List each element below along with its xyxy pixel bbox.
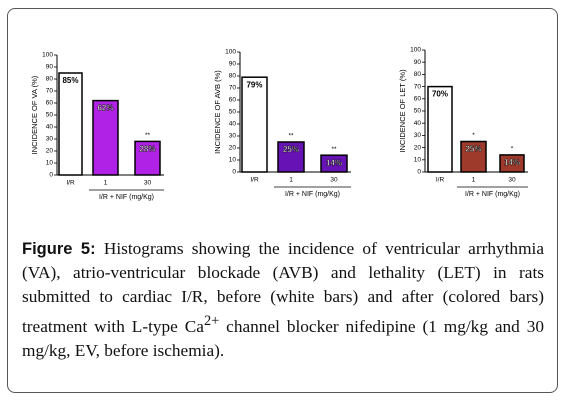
caption-text: Histograms showing the incidence of vent… (22, 239, 544, 336)
x-tick-label: 30 (144, 180, 152, 187)
bar (58, 72, 83, 176)
significance-mark: * (511, 146, 514, 153)
y-tick-label: 100 (225, 49, 236, 56)
value-label: 25% (283, 145, 299, 154)
bar (277, 141, 305, 173)
bar (134, 140, 161, 176)
group-label: I/R + NIF (mg/Kg) (285, 191, 340, 198)
y-tick-label: 90 (46, 64, 54, 71)
group-label: I/R + NIF (mg/Kg) (465, 191, 520, 198)
value-label: 28% (139, 145, 155, 154)
y-tick-label: 40 (46, 124, 54, 131)
caption: Figure 5: Histograms showing the inciden… (22, 237, 544, 363)
y-tick-label: 90 (414, 59, 422, 66)
x-tick-label: I/R (436, 177, 445, 184)
y-tick-label: 20 (46, 148, 54, 155)
y-tick-label: 50 (229, 109, 237, 116)
bar (499, 154, 525, 173)
x-tick-label: 1 (104, 180, 108, 187)
y-tick-label: 10 (414, 157, 422, 164)
value-label: 62% (97, 104, 113, 113)
x-tick-label: I/R (250, 177, 259, 184)
y-tick-label: 90 (229, 61, 237, 68)
significance-mark: ** (145, 132, 151, 139)
y-tick-label: 0 (49, 172, 53, 179)
y-tick-label: 70 (46, 88, 54, 95)
y-tick-label: 100 (410, 47, 421, 54)
y-tick-label: 30 (414, 132, 422, 139)
y-tick-label: 40 (229, 121, 237, 128)
value-label: 70% (432, 90, 448, 99)
caption-superscript: 2+ (203, 313, 220, 329)
significance-mark: ** (288, 133, 294, 140)
y-tick-label: 20 (229, 145, 237, 152)
y-tick-label: 60 (46, 100, 54, 107)
bar (460, 140, 487, 173)
y-tick-label: 70 (229, 85, 237, 92)
x-tick-label: 1 (289, 177, 293, 184)
y-tick-label: 80 (414, 71, 422, 78)
value-label: 14% (326, 158, 342, 167)
y-tick-label: 50 (46, 112, 54, 119)
x-tick-label: 30 (508, 177, 516, 184)
y-tick-label: 80 (229, 73, 237, 80)
x-tick-label: 1 (472, 177, 476, 184)
value-label: 85% (62, 76, 78, 85)
y-tick-label: 30 (229, 133, 237, 140)
y-tick-label: 50 (414, 108, 422, 115)
y-tick-label: 60 (414, 96, 422, 103)
caption-text: channel blocker nifedipine (1 mg/kg and … (22, 316, 544, 360)
bar (320, 154, 348, 173)
y-axis-label: INCIDENCE OF AVB (%) (213, 70, 222, 154)
value-label: 14% (504, 158, 520, 167)
significance-mark: * (472, 132, 475, 139)
y-tick-label: 80 (46, 76, 54, 83)
y-tick-label: 100 (42, 52, 53, 59)
y-tick-label: 10 (229, 157, 237, 164)
y-tick-label: 0 (232, 169, 236, 176)
x-tick-label: 30 (330, 177, 338, 184)
y-axis-label: INCIDENCE OF LET (%) (398, 69, 407, 153)
y-tick-label: 40 (414, 120, 422, 127)
y-tick-label: 0 (417, 169, 421, 176)
x-tick-label: I/R (66, 180, 75, 187)
y-tick-label: 60 (229, 97, 237, 104)
y-tick-label: 70 (414, 83, 422, 90)
significance-mark: ** (331, 146, 337, 153)
figure-frame (7, 8, 558, 393)
y-tick-label: 30 (46, 136, 54, 143)
value-label: 25% (465, 145, 481, 154)
bar (427, 85, 453, 173)
caption-label: Figure 5: (22, 240, 96, 258)
y-tick-label: 10 (46, 160, 54, 167)
y-tick-label: 20 (414, 144, 422, 151)
y-axis-label: INCIDENCE OF VA (%) (30, 75, 39, 154)
bar (241, 76, 268, 173)
value-label: 79% (246, 80, 262, 89)
bar (92, 99, 119, 176)
group-label: I/R + NIF (mg/Kg) (99, 194, 154, 201)
